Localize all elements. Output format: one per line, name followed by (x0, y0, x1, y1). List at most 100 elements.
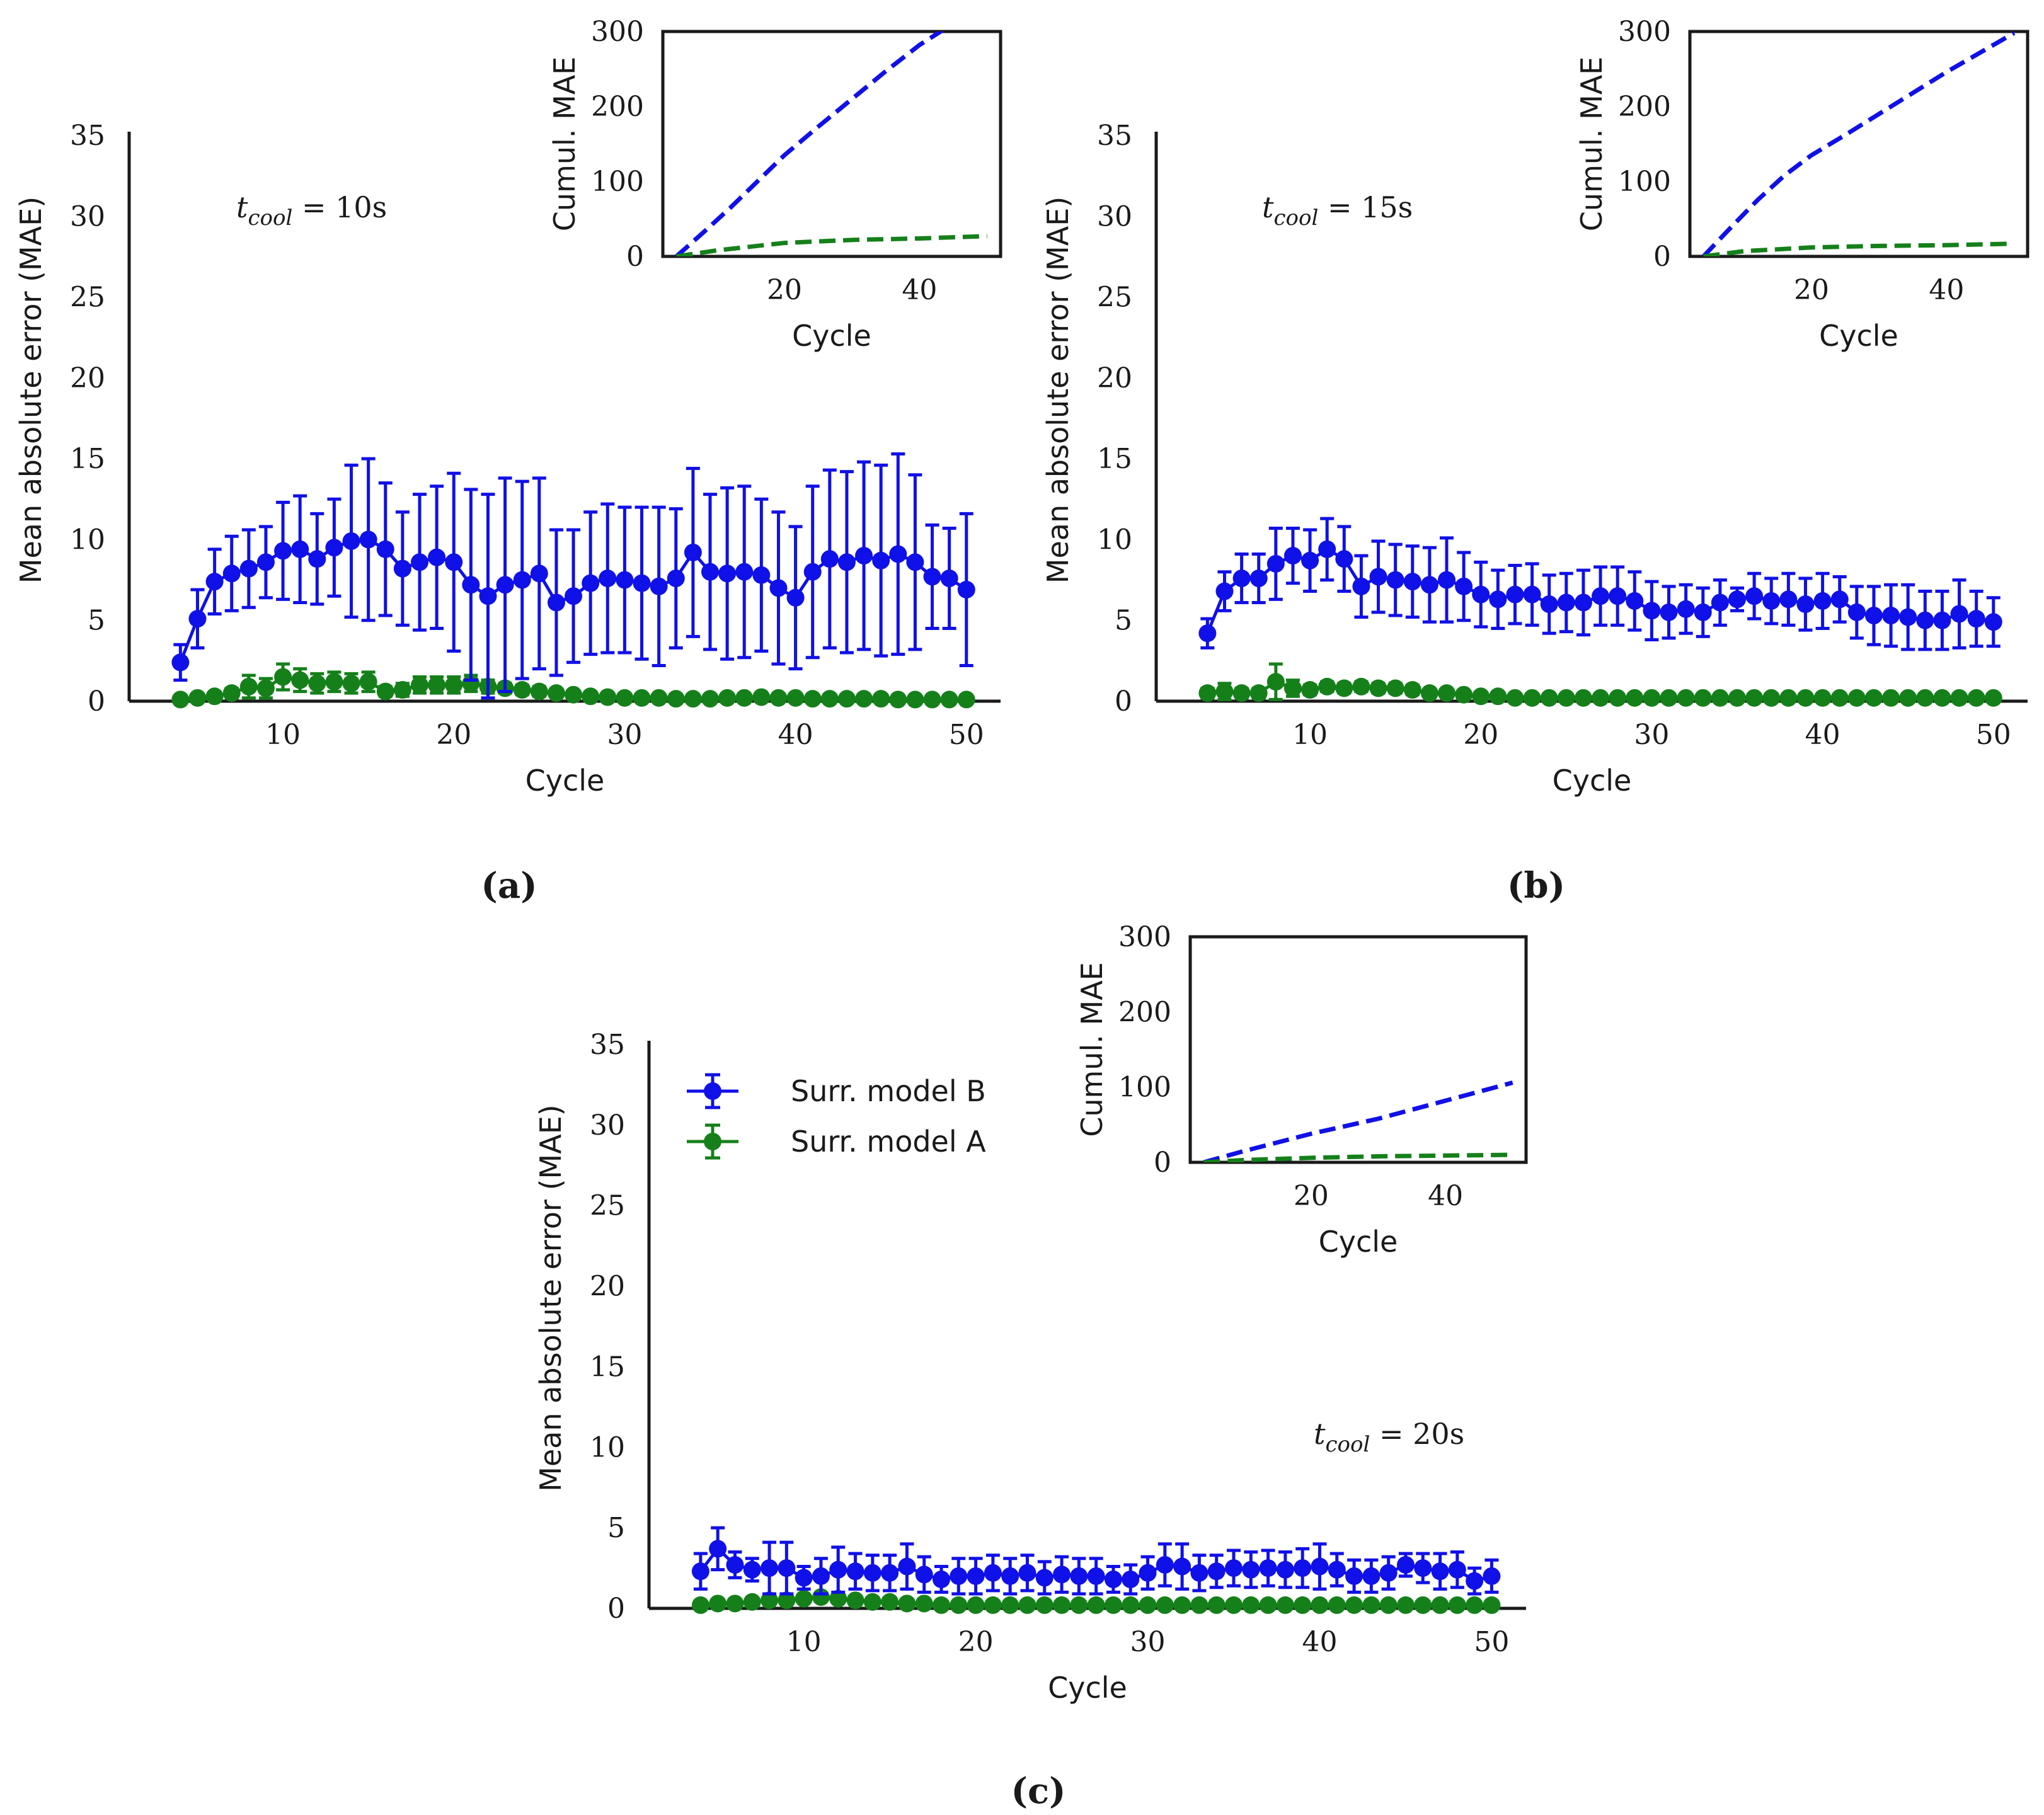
data-point-model-b (803, 563, 822, 581)
x-axis-label: Cycle (1048, 1671, 1127, 1705)
data-point-model-b (1139, 1564, 1157, 1582)
data-point-model-b (940, 570, 958, 588)
data-point-model-b (967, 1567, 985, 1585)
data-point-model-a (1506, 689, 1524, 707)
data-point-model-a (889, 690, 907, 709)
inset-background (600, 13, 1007, 364)
data-point-model-a (1694, 689, 1712, 707)
inset-frame (1688, 30, 2030, 258)
data-point-model-a (1438, 684, 1455, 702)
data-point-model-a (1830, 689, 1849, 707)
data-point-model-a (1198, 684, 1217, 702)
data-point-model-a (1540, 689, 1558, 707)
data-point-model-b (984, 1564, 1002, 1582)
data-point-model-a (1472, 687, 1490, 706)
data-point-model-b (1847, 603, 1866, 621)
legend-label-a: Surr. model A (791, 1125, 986, 1159)
data-point-model-b (1592, 587, 1610, 605)
data-point-model-a (684, 690, 702, 708)
data-point-model-b (1506, 585, 1524, 604)
data-point-model-a (1001, 1596, 1019, 1614)
data-point-model-b (462, 576, 480, 594)
inset-y-tick-label: 200 (1118, 996, 1171, 1028)
data-point-model-a (933, 1596, 950, 1614)
annotation-value: = 10s (292, 190, 387, 224)
data-point-model-a (565, 685, 583, 704)
y-tick-label: 30 (590, 1109, 625, 1142)
data-point-model-a (1018, 1596, 1036, 1614)
data-point-model-a (1232, 684, 1251, 702)
data-point-model-a (1483, 1596, 1501, 1614)
data-point-model-a (1847, 689, 1866, 707)
data-point-model-a (940, 690, 958, 709)
data-point-model-a (726, 1595, 744, 1613)
data-point-model-b (1643, 602, 1661, 620)
data-point-model-a (735, 689, 754, 707)
data-point-model-b (1609, 587, 1627, 605)
data-point-model-b (496, 576, 514, 594)
data-point-model-a (701, 690, 719, 708)
data-point-model-a (967, 1596, 985, 1614)
y-axis-label: Mean absolute error (MAE) (1041, 197, 1075, 583)
inset-x-tick-label: 40 (902, 274, 937, 306)
y-tick-label: 0 (607, 1593, 625, 1625)
data-point-model-a (906, 690, 924, 709)
inset-series-line-model-b (675, 31, 945, 256)
data-point-model-a (1677, 689, 1695, 707)
inset-x-tick-label: 20 (767, 274, 802, 306)
data-point-model-a (1035, 1596, 1054, 1614)
data-point-model-a (1379, 1596, 1398, 1614)
data-point-model-a (308, 674, 326, 692)
x-tick-label: 40 (1805, 719, 1840, 751)
x-tick-label: 50 (1976, 719, 2011, 751)
y-tick-label: 0 (88, 685, 105, 718)
data-point-model-a (1420, 684, 1438, 702)
data-point-model-b (769, 579, 788, 597)
data-point-model-b (1215, 582, 1234, 600)
data-point-model-a (1489, 687, 1507, 706)
data-point-model-a (1574, 689, 1592, 707)
data-point-model-b (709, 1540, 727, 1558)
data-point-model-a (1053, 1596, 1071, 1614)
data-point-model-a (667, 690, 685, 708)
data-point-model-b (274, 542, 292, 560)
data-point-model-a (1070, 1596, 1088, 1614)
annotation-value: = 20s (1370, 1417, 1464, 1451)
data-point-model-b (898, 1557, 916, 1576)
data-point-model-b (1414, 1559, 1432, 1577)
data-point-model-a (1362, 1596, 1381, 1614)
data-point-model-a (222, 684, 241, 702)
data-point-model-b (735, 563, 754, 581)
data-point-model-b (1104, 1570, 1122, 1588)
data-point-model-b (872, 551, 890, 570)
data-point-model-a (1242, 1596, 1260, 1614)
data-point-model-b (957, 580, 975, 598)
data-point-model-a (1294, 1596, 1312, 1614)
data-point-model-b (1198, 624, 1217, 643)
data-point-model-a (752, 688, 771, 706)
data-point-model-a (915, 1595, 933, 1613)
data-point-model-b (1035, 1569, 1054, 1587)
y-tick-label: 30 (1097, 200, 1132, 232)
x-axis-label: Cycle (525, 764, 605, 798)
data-point-model-b (743, 1560, 761, 1579)
data-point-model-b (820, 550, 839, 568)
data-point-model-b (1018, 1564, 1036, 1582)
inset-series-line-model-b (1701, 31, 2016, 256)
data-point-model-b (171, 653, 190, 672)
data-point-model-b (205, 573, 224, 591)
data-point-model-a (950, 1596, 968, 1614)
data-point-model-a (1643, 689, 1661, 707)
inset-x-tick-label: 20 (1794, 274, 1829, 306)
data-point-model-b (1796, 595, 1815, 614)
annotation-subscript: cool (248, 205, 293, 231)
data-point-model-b (1242, 1560, 1260, 1579)
data-point-model-a (616, 689, 634, 707)
y-tick-label: 20 (70, 362, 105, 394)
data-point-model-b (1472, 585, 1490, 604)
data-point-model-a (1796, 689, 1815, 707)
data-point-model-b (1266, 554, 1285, 573)
data-point-model-b (428, 548, 446, 566)
data-point-model-a (881, 1593, 899, 1611)
data-point-model-a (1104, 1596, 1122, 1614)
